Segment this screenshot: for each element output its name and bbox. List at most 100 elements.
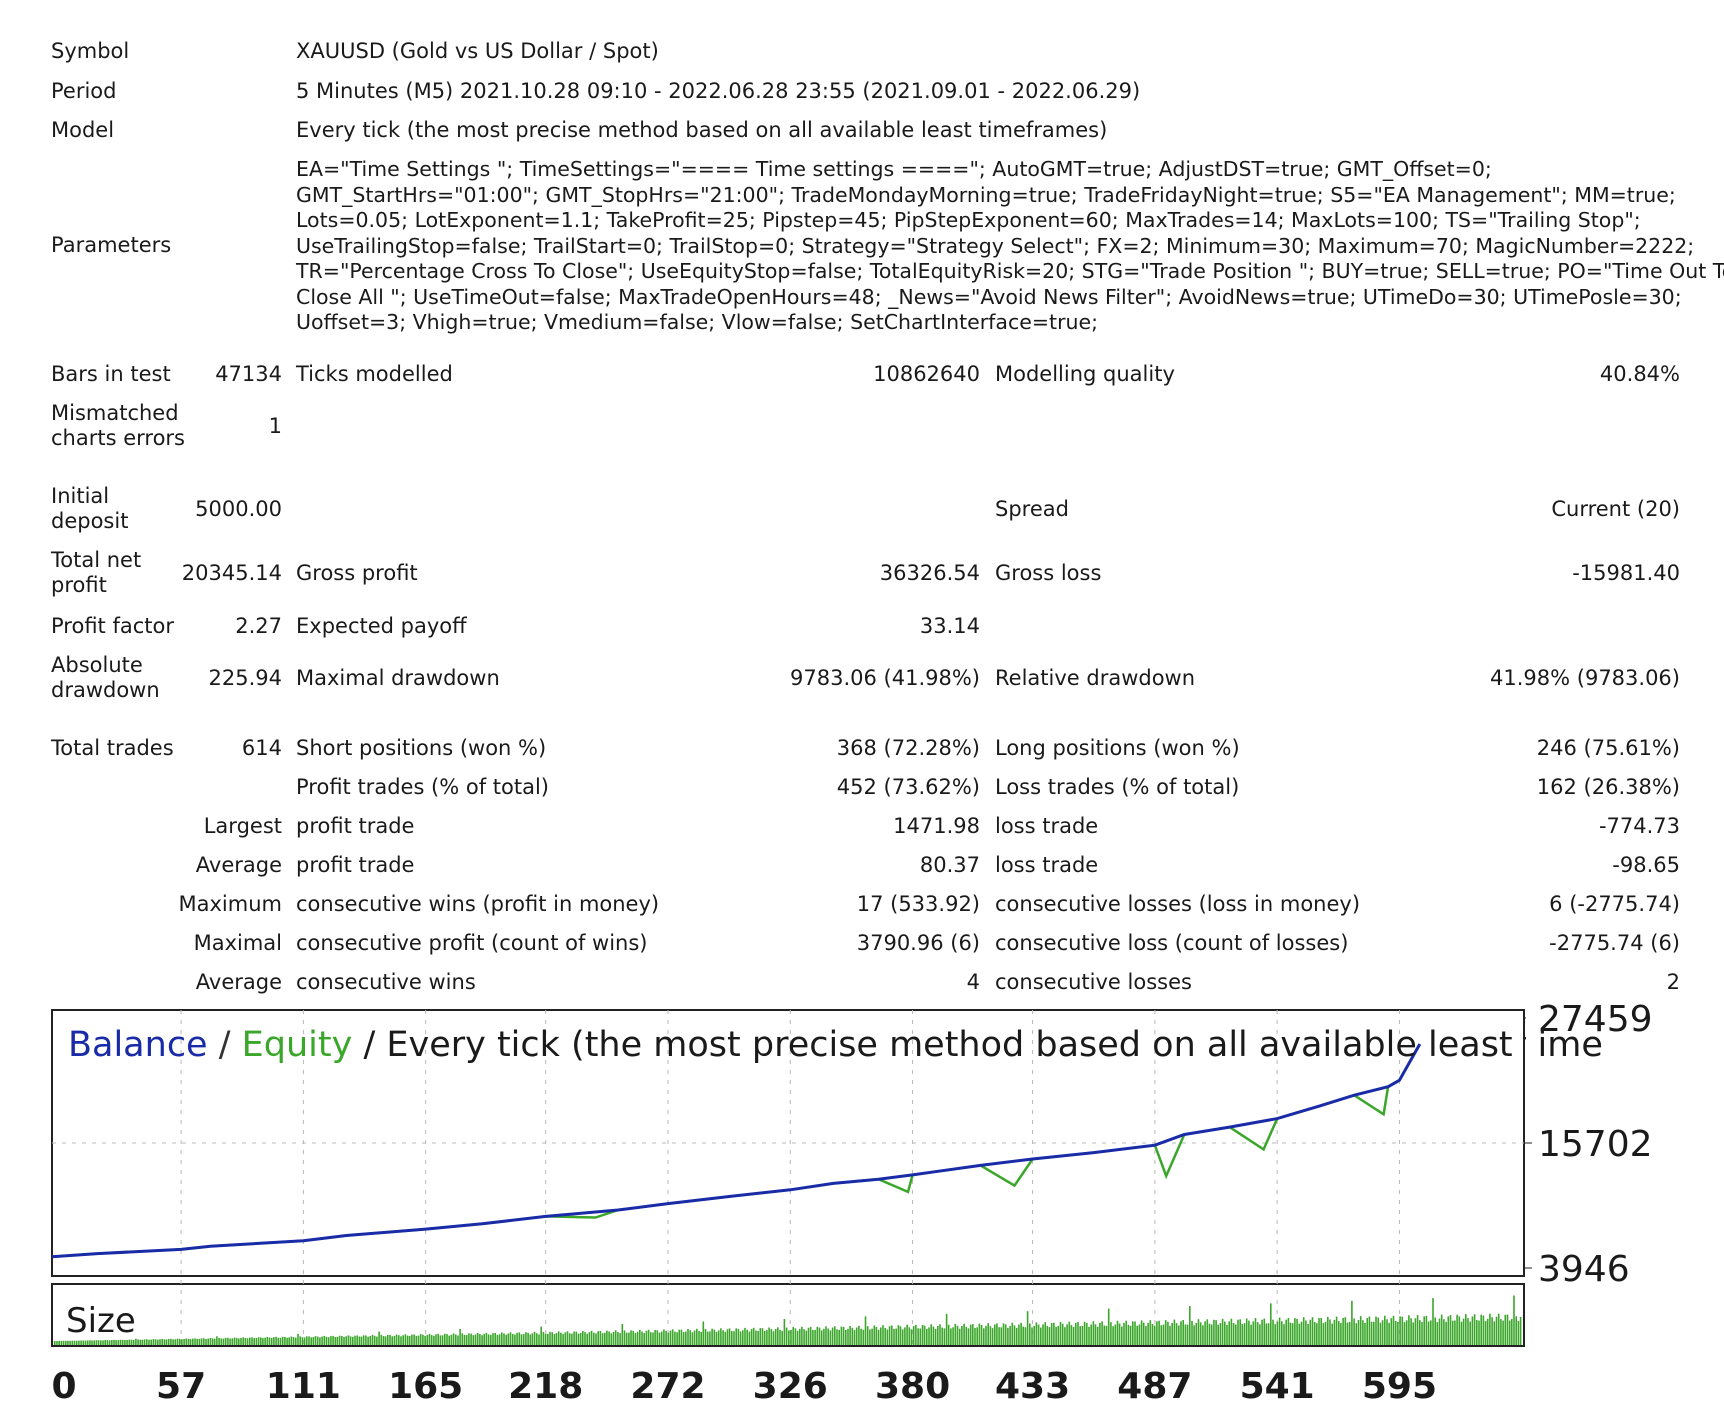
size-bar [178, 1338, 181, 1345]
size-bar [752, 1327, 755, 1345]
size-bar [253, 1338, 255, 1345]
net-profit-label: Total net profit [51, 548, 142, 597]
size-bar [954, 1323, 957, 1345]
size-bar [980, 1325, 983, 1345]
size-bar [1031, 1327, 1033, 1345]
size-bar [1443, 1319, 1445, 1345]
size-bar [842, 1326, 845, 1345]
size-bar [430, 1335, 433, 1345]
size-bar [143, 1339, 146, 1345]
size-bar [161, 1339, 163, 1345]
size-bar [544, 1333, 547, 1345]
size-bar [115, 1340, 117, 1345]
size-bar [1449, 1315, 1452, 1345]
size-bar [343, 1337, 345, 1345]
size-bar [750, 1329, 753, 1345]
size-bar [965, 1326, 968, 1345]
size-bar [422, 1334, 424, 1345]
size-bar [1285, 1319, 1287, 1345]
size-bar [1462, 1318, 1465, 1345]
size-bar [211, 1338, 214, 1345]
size-bar [1042, 1324, 1044, 1345]
size-bar [891, 1325, 893, 1345]
size-bar [1419, 1320, 1421, 1345]
size-bar [665, 1330, 667, 1345]
size-bar [1425, 1315, 1428, 1345]
size-bar [299, 1336, 301, 1345]
size-bar [1158, 1320, 1160, 1345]
size-bar [308, 1336, 310, 1345]
size-bar [568, 1333, 571, 1345]
size-bar [604, 1332, 606, 1345]
size-bar [1272, 1319, 1274, 1345]
size-bar [1180, 1321, 1182, 1345]
size-bar [1259, 1324, 1261, 1345]
size-bar [853, 1330, 856, 1345]
title-clip [1526, 1004, 1538, 1064]
size-bar [1206, 1319, 1209, 1345]
size-bar [520, 1334, 523, 1345]
size-bar [845, 1330, 847, 1345]
size-bar [1300, 1321, 1303, 1345]
largest-loss-label: loss trade [995, 814, 1099, 838]
y-tick-label: 15702 [1538, 1124, 1653, 1165]
size-bar [1403, 1322, 1406, 1345]
size-bar [192, 1338, 194, 1345]
size-bar [1186, 1324, 1189, 1345]
size-bar [1094, 1324, 1097, 1345]
size-bar [663, 1329, 665, 1345]
size-bar [1121, 1326, 1123, 1345]
size-bar [1044, 1322, 1046, 1345]
size-bar [542, 1331, 545, 1345]
size-bar [553, 1334, 556, 1345]
size-bar [639, 1329, 641, 1345]
size-bar [893, 1328, 895, 1345]
size-bar [573, 1331, 575, 1345]
size-bar [1226, 1325, 1228, 1345]
size-bar [1232, 1323, 1235, 1345]
size-bar [102, 1340, 104, 1345]
size-bar [1254, 1318, 1257, 1345]
gross-loss-value: -15981.40 [1572, 561, 1680, 585]
size-bar [494, 1333, 496, 1345]
size-bar [463, 1334, 466, 1345]
size-bar [717, 1330, 720, 1345]
ticks-label: Ticks modelled [296, 362, 453, 386]
size-bar [468, 1333, 470, 1345]
size-bar [218, 1337, 220, 1345]
size-bar [619, 1333, 621, 1345]
size-bar [1252, 1321, 1255, 1345]
average-loss-value: -98.65 [1612, 853, 1680, 877]
size-bar [1263, 1318, 1266, 1345]
size-bar [680, 1329, 683, 1345]
size-bar [1427, 1321, 1430, 1345]
size-bar [1077, 1322, 1079, 1345]
size-bar [733, 1331, 735, 1345]
size-bar [404, 1334, 407, 1345]
size-bar [917, 1328, 919, 1345]
size-bar [389, 1335, 391, 1345]
size-bar [1213, 1319, 1215, 1345]
size-bar [1099, 1322, 1101, 1345]
size-bar [514, 1334, 516, 1345]
size-bar [1458, 1316, 1461, 1345]
size-bar [483, 1333, 485, 1345]
size-bar [268, 1337, 271, 1345]
size-bar [919, 1328, 922, 1345]
size-bar [1287, 1317, 1290, 1345]
x-tick-label: 272 [630, 1366, 705, 1404]
size-bar [1215, 1320, 1217, 1345]
size-bar [255, 1338, 258, 1345]
size-bar [174, 1339, 177, 1345]
size-bar [932, 1326, 935, 1345]
size-bar [647, 1329, 650, 1345]
size-bar [564, 1332, 567, 1345]
size-bar [1149, 1320, 1152, 1345]
size-bar [1248, 1320, 1250, 1345]
size-bar [1033, 1325, 1035, 1345]
size-bar [540, 1326, 542, 1345]
size-bar [895, 1328, 897, 1345]
size-bar [1118, 1323, 1121, 1345]
size-bar [1346, 1322, 1349, 1345]
size-bar [1283, 1324, 1285, 1345]
